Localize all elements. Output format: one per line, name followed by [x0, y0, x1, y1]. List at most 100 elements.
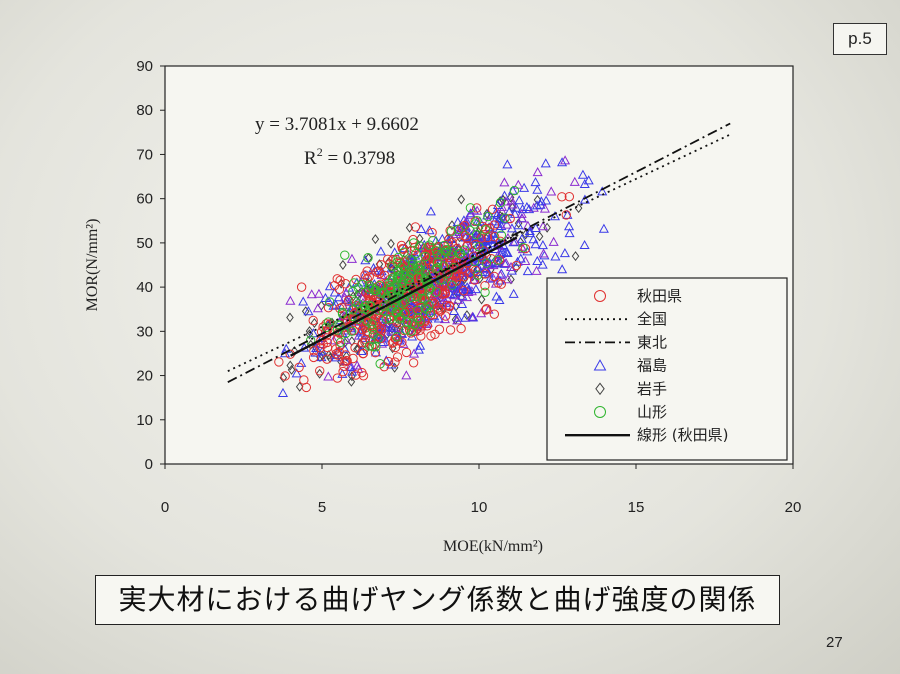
data-point-circle [322, 325, 333, 335]
data-point-triangle [501, 219, 512, 229]
data-point-circle [375, 359, 385, 369]
data-point-triangle [474, 255, 485, 265]
data-point-circle [393, 266, 403, 277]
data-point-triangle [375, 246, 386, 256]
data-point-circle [446, 246, 456, 257]
data-point-triangle [536, 196, 547, 206]
data-point-circle [322, 342, 333, 353]
page-badge: p.5 [833, 23, 887, 55]
data-point-circle [322, 354, 332, 364]
data-point-triangle [500, 196, 511, 206]
data-point-triangle [424, 225, 435, 235]
data-point-triangle [549, 211, 561, 221]
data-point-circle [339, 361, 349, 371]
y-tick-label: 80 [136, 102, 153, 119]
data-point-circle [376, 288, 386, 298]
data-point-triangle [486, 234, 497, 244]
data-point-circle [446, 226, 457, 236]
data-point-triangle [452, 315, 463, 325]
data-point-triangle [470, 284, 481, 294]
data-point-circle [484, 223, 495, 234]
data-point-triangle [532, 184, 543, 194]
data-point-circle [456, 323, 466, 334]
data-point-triangle [370, 347, 381, 357]
data-point-circle [465, 269, 475, 279]
data-point-triangle [465, 267, 476, 277]
data-point-circle [343, 295, 354, 306]
data-point-triangle [455, 283, 466, 293]
data-point-circle [274, 357, 284, 367]
data-point-triangle [413, 247, 424, 257]
data-point-triangle [312, 303, 323, 313]
data-point-circle [509, 185, 520, 196]
data-point-circle [480, 287, 490, 297]
data-point-circle [440, 285, 450, 295]
data-point-diamond [512, 262, 521, 273]
legend-marker [594, 406, 606, 418]
data-point-circle [383, 254, 393, 264]
data-point-circle [462, 233, 472, 244]
data-point-triangle [475, 232, 486, 242]
data-point-circle [564, 191, 575, 202]
data-point-diamond [295, 381, 304, 392]
data-point-diamond [457, 194, 466, 205]
data-point-triangle [541, 195, 552, 205]
data-point-triangle [504, 206, 515, 216]
data-point-circle [323, 302, 334, 313]
legend-box [546, 277, 788, 461]
data-point-circle [557, 192, 567, 202]
data-point-triangle [528, 234, 539, 244]
data-point-circle [439, 240, 449, 251]
data-point-circle [420, 251, 431, 262]
data-point-triangle [577, 169, 588, 179]
data-point-circle [480, 225, 491, 235]
data-point-circle [308, 352, 319, 363]
data-point-circle [472, 270, 483, 280]
x-tick-label: 15 [628, 499, 645, 516]
data-point-triangle [569, 176, 580, 186]
data-point-triangle [313, 288, 325, 298]
data-point-triangle [463, 283, 474, 294]
data-point-triangle [491, 291, 502, 301]
data-point-triangle [323, 371, 334, 381]
data-point-circle [335, 337, 346, 347]
data-point-circle [368, 342, 378, 352]
data-point-triangle [492, 199, 504, 209]
data-point-circle [385, 259, 395, 269]
data-point-circle [385, 314, 396, 324]
data-point-circle [408, 238, 419, 248]
data-point-triangle [415, 340, 426, 350]
data-point-triangle [548, 236, 559, 246]
legend-label: 岩手 [637, 380, 667, 398]
data-point-triangle [277, 387, 289, 397]
data-point-circle [341, 356, 351, 366]
data-point-triangle [490, 207, 501, 218]
data-point-triangle [506, 195, 517, 205]
data-point-circle [299, 375, 309, 385]
data-point-circle [360, 270, 370, 280]
data-point-triangle [425, 206, 436, 216]
data-point-triangle [521, 201, 532, 212]
data-point-circle [424, 285, 434, 295]
data-point-diamond [286, 312, 294, 323]
data-point-triangle [531, 265, 542, 275]
data-point-circle [388, 337, 399, 347]
data-point-triangle [522, 265, 533, 276]
data-point-circle [434, 286, 444, 297]
data-point-circle [416, 331, 426, 341]
data-point-diamond [310, 317, 319, 329]
regression-equation: y = 3.7081x + 9.6602 [255, 114, 419, 135]
data-point-triangle [333, 292, 344, 302]
data-point-triangle [410, 250, 421, 260]
data-point-triangle [535, 199, 546, 209]
data-point-circle [296, 282, 307, 292]
data-point-circle [420, 303, 430, 313]
data-point-triangle [468, 312, 479, 322]
data-point-triangle [329, 350, 340, 360]
data-point-circle [333, 334, 343, 344]
data-point-triangle [583, 175, 594, 185]
data-point-triangle [346, 253, 358, 263]
data-point-diamond [477, 294, 486, 305]
data-point-triangle [513, 220, 524, 230]
data-point-circle [480, 280, 490, 291]
